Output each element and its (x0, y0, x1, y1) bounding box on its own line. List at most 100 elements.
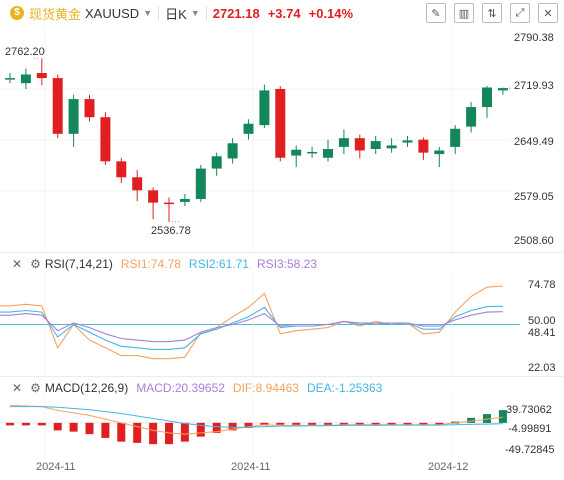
rsi-chart[interactable] (0, 272, 520, 376)
macd-histogram-bar (101, 422, 110, 438)
candle (259, 84, 270, 129)
macd-histogram-bar (244, 422, 253, 428)
macd-title: MACD(12,26,9) (44, 381, 129, 395)
candle (179, 193, 190, 207)
divider (158, 6, 160, 20)
macd-histogram-bar (339, 422, 348, 425)
fullscreen-icon[interactable]: ⤢ (510, 3, 530, 23)
macd-histogram-bar (276, 422, 285, 425)
rsi-series-line (0, 311, 503, 343)
compare-icon[interactable]: ⇅ (482, 3, 502, 23)
candle (20, 68, 31, 89)
candle-body (20, 74, 31, 84)
candle (370, 136, 381, 155)
candle-body (84, 99, 95, 118)
macd-histogram-bar (419, 422, 428, 425)
close-icon[interactable]: ✕ (538, 3, 558, 23)
pane-divider (0, 252, 564, 253)
macd-histogram-bar (324, 422, 332, 425)
collapse-icon[interactable]: ✕ (12, 257, 23, 271)
drawing-tool-icon[interactable]: ✎ (426, 3, 446, 23)
price-axis-label: 2790.38 (514, 32, 554, 44)
candle-body (402, 140, 413, 143)
macd-histogram-bar (228, 422, 237, 431)
candle-body (418, 139, 429, 153)
rsi-axis-label: 50.00 (528, 315, 556, 327)
candle (338, 129, 349, 155)
rsi-axis-label: 22.03 (528, 362, 556, 374)
candle-body (323, 149, 333, 158)
instrument-name[interactable]: 现货黄金 (29, 6, 82, 22)
candle-body (227, 143, 238, 159)
macd-histogram-bar (37, 422, 46, 426)
macd-histogram-bar (180, 422, 189, 442)
macd-histogram-bar (133, 422, 142, 443)
dea-line (10, 406, 503, 428)
rsi2-value: RSI2:61.71 (188, 257, 249, 271)
candlestick-chart[interactable] (0, 26, 510, 252)
price-axis-label: 2719.93 (514, 80, 554, 92)
timeframe-selector[interactable]: 日K (165, 6, 187, 22)
last-price: 2721.18 (212, 5, 260, 21)
settings-icon[interactable]: ⚙ (30, 381, 41, 395)
candle (148, 187, 159, 220)
rsi-series-line (0, 285, 503, 360)
candle-body (307, 151, 318, 154)
candle (323, 139, 333, 162)
candle-body (179, 198, 190, 202)
candle-body (466, 107, 477, 127)
chevron-down-icon[interactable]: ▼ (190, 8, 200, 18)
macd-histogram-bar (371, 422, 380, 425)
rsi-title: RSI(7,14,21) (44, 257, 113, 271)
candle (386, 138, 397, 153)
candle-body (211, 156, 222, 169)
candle-body (354, 138, 365, 151)
macd-histogram-bar (483, 414, 491, 423)
macd-histogram-bar (292, 422, 301, 425)
macd-histogram-bar (260, 422, 269, 426)
chevron-down-icon[interactable]: ▼ (143, 8, 153, 18)
macd-histogram-bar (53, 422, 62, 431)
rsi3-value: RSI3:58.23 (256, 257, 318, 271)
candle (243, 119, 254, 140)
price-change-pct: +0.14% (308, 5, 354, 21)
candle (5, 73, 15, 84)
candle-body (291, 149, 302, 156)
candle (164, 197, 174, 222)
indicator-icon[interactable]: ▥ (454, 3, 474, 23)
settings-icon[interactable]: ⚙ (30, 257, 41, 271)
macd-chart[interactable] (0, 396, 510, 458)
dif-value: DIF:8.94463 (232, 381, 299, 395)
high-annotation: 2762.20 (5, 46, 45, 58)
rsi1-value: RSI1:74.78 (120, 257, 181, 271)
rsi-header: ✕ ⚙ RSI(7,14,21) RSI1:74.78 RSI2:61.71 R… (12, 257, 325, 271)
symbol-selector[interactable]: XAUUSD (85, 5, 140, 21)
candle-body (370, 141, 381, 150)
candle (68, 94, 79, 147)
macd-histogram-bar (69, 422, 78, 432)
candle (36, 58, 47, 86)
macd-histogram-bar (435, 422, 444, 425)
rsi-series-line (0, 305, 503, 350)
candle (466, 101, 477, 133)
collapse-icon[interactable]: ✕ (12, 381, 23, 395)
candle (354, 134, 365, 159)
candle-body (259, 90, 270, 126)
candle-body (338, 138, 349, 147)
candle-body (36, 73, 47, 79)
rsi-axis-label: 74.78 (528, 279, 556, 291)
candle (291, 145, 302, 168)
macd-histogram-bar (308, 422, 317, 425)
pane-divider (0, 376, 564, 377)
time-axis-label: 2024-11 (36, 461, 76, 473)
macd-histogram-bar (212, 422, 221, 433)
rsi-axis-label: 48.41 (528, 327, 556, 339)
candle-body (386, 145, 397, 149)
candle (482, 86, 492, 118)
macd-value: MACD:20.39652 (136, 381, 225, 395)
macd-axis-label: 39.73062 (506, 404, 552, 416)
top-toolbar: $ 现货黄金 XAUUSD ▼ 日K ▼ 2721.18 +3.74 +0.14… (0, 0, 564, 26)
divider (205, 6, 207, 20)
candle (450, 125, 461, 155)
candle-body (5, 78, 15, 80)
